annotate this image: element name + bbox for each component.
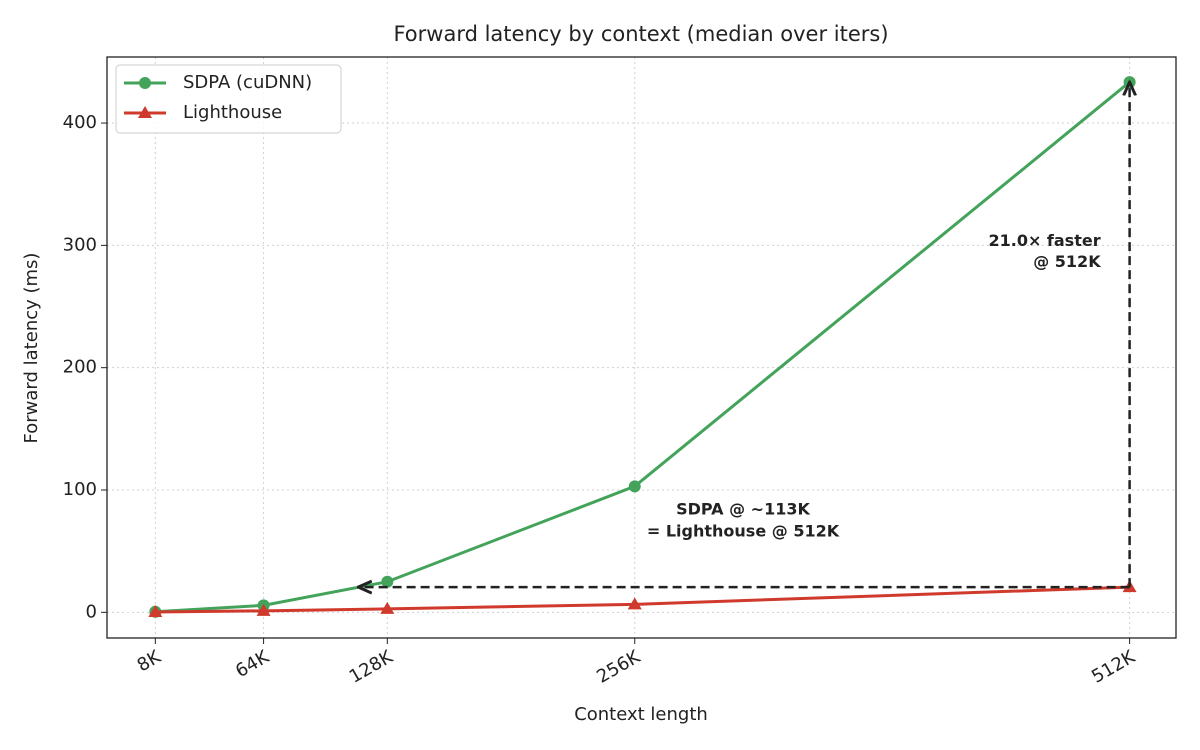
marker [256, 603, 271, 616]
marker [148, 604, 163, 617]
plot [148, 76, 1137, 618]
legend: SDPA (cuDNN) Lighthouse [115, 64, 342, 134]
annotation-text: @ 512K [1033, 252, 1101, 271]
plot-frame [106, 56, 1177, 639]
annotation-text: = Lighthouse @ 512K [647, 522, 840, 541]
marker [380, 601, 395, 614]
marker [138, 106, 152, 118]
legend-box [115, 64, 342, 134]
y-tick-label: 400 [63, 112, 97, 133]
y-tick-label: 0 [86, 601, 97, 622]
marker [139, 77, 151, 89]
legend-label: Lighthouse [183, 102, 282, 123]
legend-label: SDPA (cuDNN) [183, 72, 312, 93]
annotation-text: 21.0× faster [988, 231, 1100, 250]
y-tick-label: 300 [63, 234, 97, 255]
y-tick-label: 200 [63, 357, 97, 378]
marker [627, 597, 642, 610]
marker [381, 575, 394, 588]
y-tick-label: 100 [63, 479, 97, 500]
marker [628, 480, 641, 493]
annotation-text: SDPA @ ~113K [676, 500, 810, 519]
grid [107, 57, 1176, 638]
x-axis-label: Context length [574, 704, 708, 725]
chart-title: Forward latency by context (median over … [393, 22, 888, 46]
y-axis-label: Forward latency (ms) [21, 253, 42, 444]
